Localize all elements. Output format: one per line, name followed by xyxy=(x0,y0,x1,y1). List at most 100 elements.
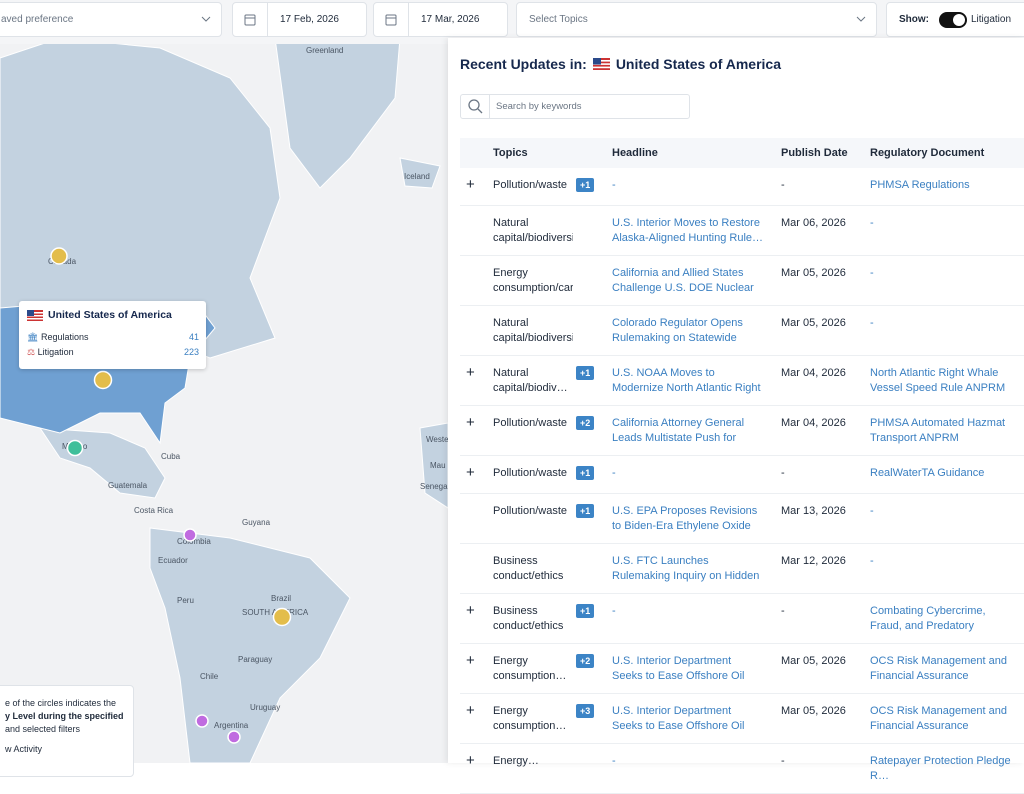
topic: Pollution/waste xyxy=(493,417,567,429)
topic-count-badge[interactable]: +1 xyxy=(576,366,595,380)
headline[interactable]: Colorado Regulator Opens Rulemaking on S… xyxy=(612,317,743,344)
headline[interactable]: U.S. Interior Department Seeks to Ease O… xyxy=(612,705,745,732)
headline[interactable]: U.S. FTC Launches Rulemaking Inquiry on … xyxy=(612,555,760,582)
tooltip-label: Regulations xyxy=(40,332,89,342)
activity-circle[interactable] xyxy=(50,247,68,265)
headline[interactable]: U.S. Interior Department Seeks to Ease O… xyxy=(612,655,745,682)
regulatory-document[interactable]: Combating Cybercrime, Fraud, and Predato… xyxy=(870,605,986,632)
column-header: Regulatory Document xyxy=(870,147,985,159)
regulatory-document: - xyxy=(870,555,874,567)
publish-date: Mar 06, 2026 xyxy=(781,217,846,229)
topic-count-badge[interactable]: +2 xyxy=(576,654,595,668)
map-label: Paraguay xyxy=(238,655,272,664)
expand-button[interactable]: + xyxy=(466,365,475,380)
headline: - xyxy=(612,179,616,191)
regulatory-document: - xyxy=(870,217,874,229)
map-label: Iceland xyxy=(404,172,430,181)
topic-count-badge[interactable]: +1 xyxy=(576,504,595,518)
publish-date: - xyxy=(781,179,785,191)
activity-circle[interactable] xyxy=(227,730,241,744)
tooltip-country: United States of America xyxy=(48,309,172,321)
expand-button[interactable]: + xyxy=(466,603,475,618)
toggle-label: Litigation xyxy=(971,14,1012,25)
land xyxy=(149,527,351,764)
topic-count-badge[interactable]: +1 xyxy=(576,178,595,192)
preference-select[interactable]: aved preference xyxy=(0,2,222,37)
regulatory-document[interactable]: OCS Risk Management and Financial Assura… xyxy=(870,655,1007,682)
column-header: Topics xyxy=(493,147,528,159)
column-header: Publish Date xyxy=(781,147,848,159)
expand-button[interactable]: + xyxy=(466,177,475,192)
topic-count-badge[interactable]: +2 xyxy=(576,416,595,430)
publish-date: Mar 13, 2026 xyxy=(781,505,846,517)
regulatory-document[interactable]: RealWaterTA Guidance xyxy=(870,467,985,479)
topics-select[interactable]: Select Topics xyxy=(516,2,877,37)
map-label: Wester xyxy=(426,435,448,444)
headline[interactable]: California Attorney General Leads Multis… xyxy=(612,417,745,444)
headline: - xyxy=(612,605,616,617)
search-box[interactable]: Search by keywords xyxy=(460,94,690,119)
expand-button[interactable]: + xyxy=(466,653,475,668)
regulatory-document[interactable]: PHMSA Automated Hazmat Transport ANPRM xyxy=(870,417,1006,444)
end-date[interactable]: 17 Mar, 2026 xyxy=(373,2,508,37)
topic-count-badge[interactable]: +3 xyxy=(576,704,595,718)
map-label: Brazil xyxy=(271,594,291,603)
publish-date: Mar 05, 2026 xyxy=(781,267,846,279)
map-label: Ecuador xyxy=(158,556,188,565)
legend-text: w Activity xyxy=(5,744,43,754)
toggle[interactable] xyxy=(939,11,967,28)
regulatory-document[interactable]: PHMSA Regulations xyxy=(870,179,970,191)
map-label: Argentina xyxy=(214,721,249,730)
activity-circle[interactable] xyxy=(93,370,113,390)
table-row: Natural capital/biodiversity Colorado Reg… xyxy=(460,306,1024,356)
map-label: Senegal xyxy=(420,482,448,491)
activity-circle[interactable] xyxy=(66,439,84,457)
activity-circle[interactable] xyxy=(195,714,209,728)
show-toggle: Show: Litigation xyxy=(886,2,1024,37)
expand-button[interactable]: + xyxy=(466,465,475,480)
regulatory-document[interactable]: North Atlantic Right Whale Vessel Speed … xyxy=(870,367,1006,394)
table-row: + Energy consumption… +2 U.S. Interior Depa… xyxy=(460,644,1024,694)
publish-date: - xyxy=(781,467,785,479)
start-date[interactable]: 17 Feb, 2026 xyxy=(232,2,367,37)
table-row: Energy consumption/carb… California and A… xyxy=(460,256,1024,306)
publish-date: Mar 04, 2026 xyxy=(781,417,846,429)
expand-button[interactable]: + xyxy=(466,415,475,430)
land xyxy=(399,157,441,189)
topic: Business conduct/ethics xyxy=(493,555,564,582)
regulatory-document: - xyxy=(870,505,874,517)
headline[interactable]: U.S. EPA Proposes Revisions to Biden-Era… xyxy=(612,505,758,532)
tooltip: United States of America 🏛 Regulations 4… xyxy=(19,301,206,369)
topic: Energy consumption… xyxy=(493,705,567,732)
panel-title: Recent Updates in: United States of Amer… xyxy=(460,56,781,72)
filter-bar: aved preference 17 Feb, 2026 17 Mar, 202… xyxy=(0,0,1024,44)
table-body: + Pollution/waste +1 - - PHMSA Regulations Nat… xyxy=(460,168,1024,794)
headline[interactable]: U.S. Interior Moves to Restore Alaska-Al… xyxy=(612,217,764,244)
expand-button[interactable]: + xyxy=(466,703,475,718)
regulatory-document[interactable]: OCS Risk Management and Financial Assura… xyxy=(870,705,1007,732)
topic-count-badge[interactable]: +1 xyxy=(576,604,595,618)
table-row: + Pollution/waste +1 - - PHMSA Regulations xyxy=(460,168,1024,206)
search-placeholder: Search by keywords xyxy=(496,101,582,112)
map-label: Costa Rica xyxy=(134,506,174,515)
expand-button[interactable]: + xyxy=(466,753,475,768)
map-canvas: Greenland Iceland Canada Mexico Cuba Gua… xyxy=(0,37,452,764)
headline: - xyxy=(612,755,616,767)
headline[interactable]: U.S. NOAA Moves to Modernize North Atlan… xyxy=(612,367,761,394)
legend-text: and selected filters xyxy=(5,724,81,734)
map-label: Guyana xyxy=(242,518,271,527)
activity-circle[interactable] xyxy=(183,528,197,542)
column-header: Headline xyxy=(612,147,658,159)
select-text: Select Topics xyxy=(529,14,588,25)
regulatory-document[interactable]: Ratepayer Protection Pledge R… xyxy=(870,755,1011,782)
table-row: + Energy consumption… +3 U.S. Interior Depa… xyxy=(460,694,1024,744)
headline[interactable]: California and Allied States Challenge U… xyxy=(612,267,754,294)
legend-box: e of the circles indicates the y Level d… xyxy=(0,685,134,777)
publish-date: - xyxy=(781,755,785,767)
publish-date: Mar 12, 2026 xyxy=(781,555,846,567)
topic-count-badge[interactable]: +1 xyxy=(576,466,595,480)
activity-circle[interactable] xyxy=(272,607,292,627)
table-row: Business conduct/ethics U.S. FTC Launches… xyxy=(460,544,1024,594)
updates-panel: Recent Updates in: United States of Amer… xyxy=(448,38,1024,794)
table-header: Topics Headline Publish Date Regulatory … xyxy=(460,138,1024,168)
